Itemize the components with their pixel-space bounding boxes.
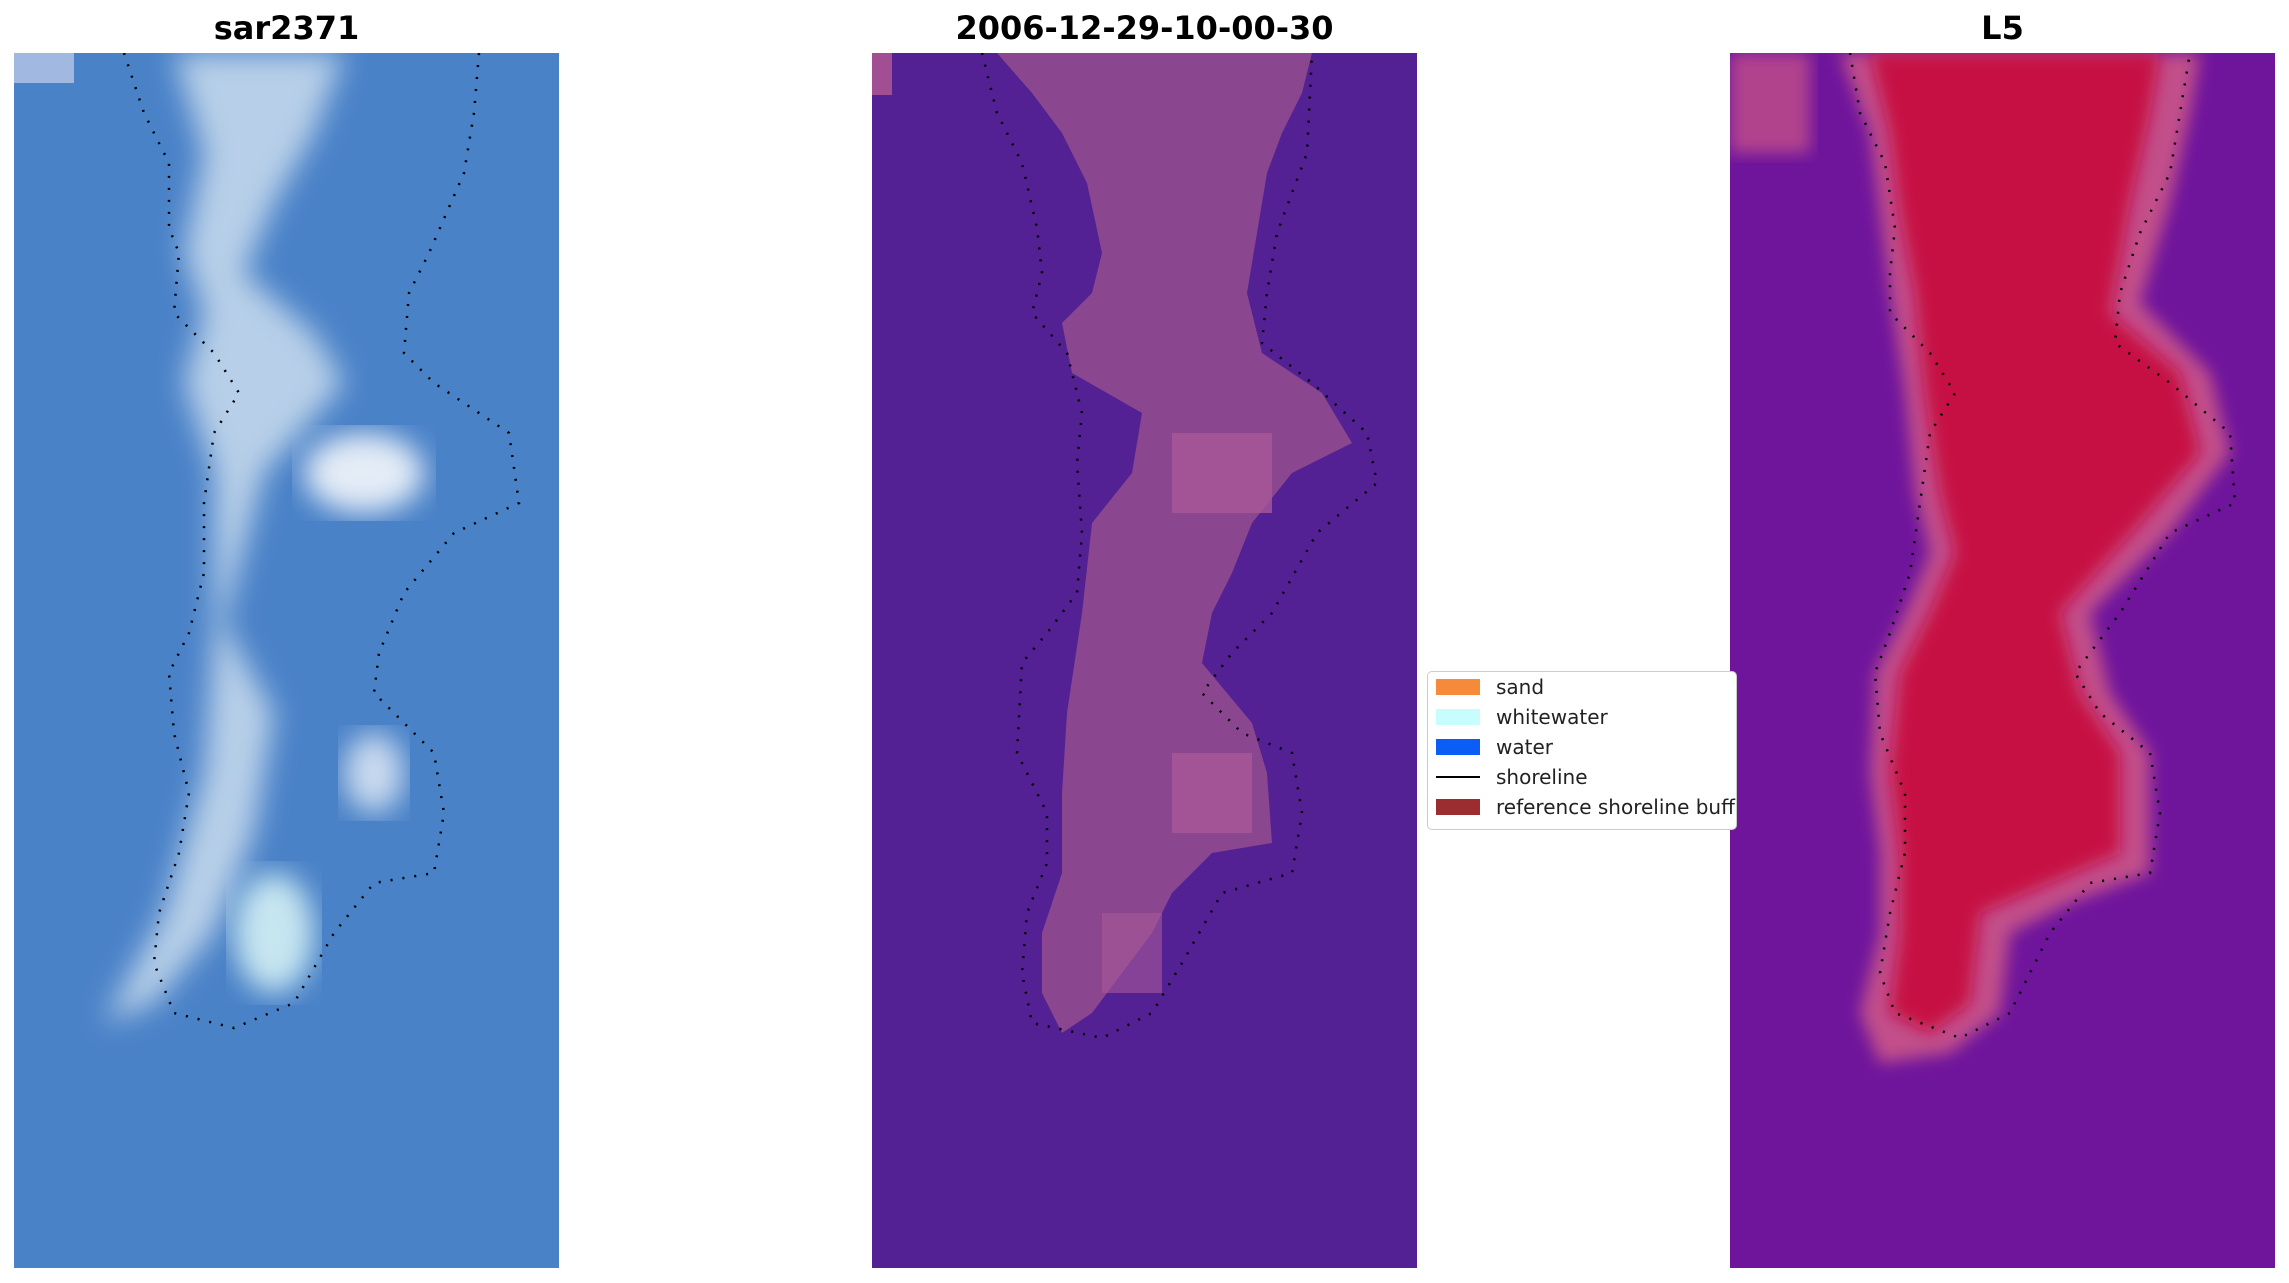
- mndwi-panel: [1730, 53, 2275, 1268]
- legend-label: whitewater: [1496, 705, 1608, 729]
- legend-item-sand: sand: [1436, 674, 1544, 700]
- water-swatch: [1436, 739, 1480, 755]
- legend: sand whitewater water shoreline referenc…: [1427, 671, 1737, 830]
- panel-title-mndwi: L5: [1981, 9, 2024, 47]
- legend-label: shoreline: [1496, 765, 1588, 789]
- panel-title-rgb: sar2371: [213, 9, 360, 47]
- classification-image: [872, 53, 1417, 1268]
- shoreline-swatch: [1436, 776, 1480, 778]
- shoreline-rgb: [122, 53, 521, 1030]
- legend-label: sand: [1496, 675, 1545, 699]
- legend-label: water: [1496, 735, 1553, 759]
- legend-label: reference shoreline buffer: [1496, 795, 1737, 819]
- rgb-image-panel: [14, 53, 559, 1268]
- panel-title-classification: 2006-12-29-10-00-30: [955, 9, 1334, 47]
- shoreline-classification: [980, 53, 1379, 1040]
- legend-item-reference-buffer: reference shoreline buffer: [1436, 794, 1737, 820]
- mndwi-image: [1730, 53, 2275, 1268]
- legend-item-shoreline: shoreline: [1436, 764, 1588, 790]
- classification-panel: [872, 53, 1417, 1268]
- whitewater-swatch: [1436, 709, 1480, 725]
- legend-item-water: water: [1436, 734, 1553, 760]
- reference-buffer-swatch: [1436, 799, 1480, 815]
- rgb-image: [14, 53, 559, 1268]
- legend-item-whitewater: whitewater: [1436, 704, 1608, 730]
- sand-swatch: [1436, 679, 1480, 695]
